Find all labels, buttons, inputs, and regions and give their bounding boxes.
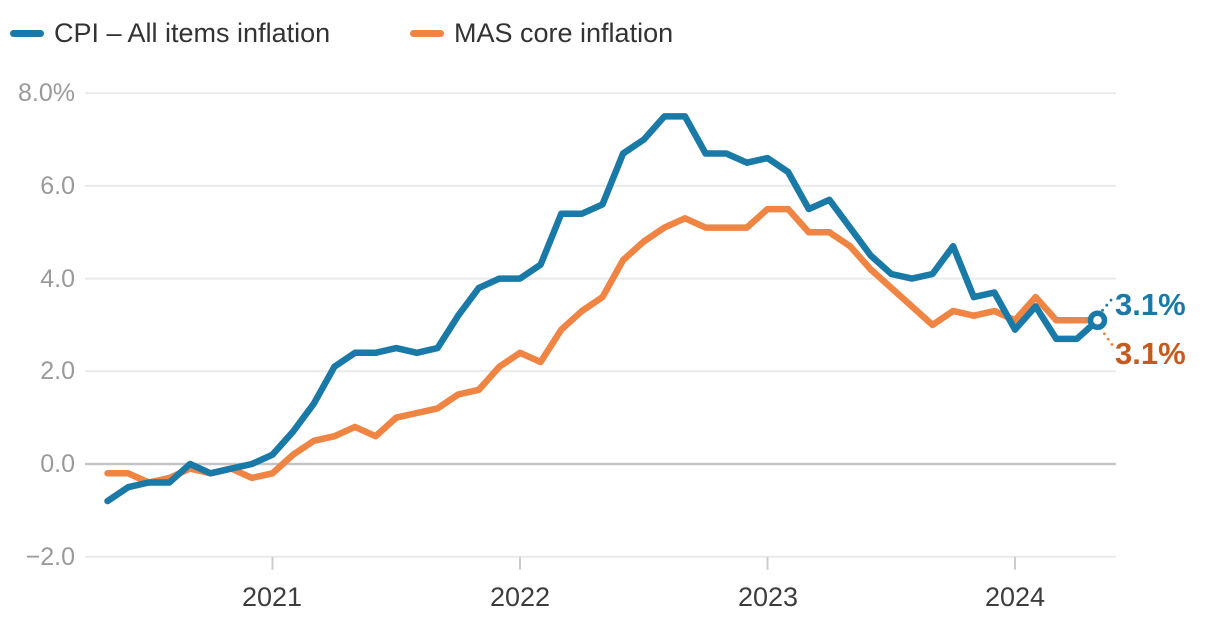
legend-item-core: MAS core inflation <box>410 16 673 50</box>
y-axis-tick-label: −2.0 <box>25 543 75 571</box>
x-axis-tick-label: 2022 <box>489 582 551 612</box>
x-axis-tick-label: 2024 <box>984 582 1046 612</box>
core-end-value-label: 3.1% <box>1115 336 1186 371</box>
y-axis-tick-label: 8.0% <box>18 79 75 107</box>
cpi-legend-label: CPI – All items inflation <box>54 17 331 48</box>
x-axis-tick-label: 2023 <box>737 582 799 612</box>
core-label-leader <box>1099 326 1114 347</box>
y-axis-tick-label: 0.0 <box>40 450 75 478</box>
cpi-label-leader <box>1101 296 1114 312</box>
legend-item-cpi: CPI – All items inflation <box>10 16 330 50</box>
cpi-legend-swatch <box>10 29 44 37</box>
end-point-marker <box>1087 310 1108 331</box>
core-line <box>104 205 1101 486</box>
x-axis-tick-label: 2021 <box>241 582 303 612</box>
y-axis-tick-label: 6.0 <box>40 172 75 200</box>
cpi-end-value-label: 3.1% <box>1115 287 1186 322</box>
cpi-line <box>104 113 1101 505</box>
y-axis-tick-label: 4.0 <box>40 265 75 293</box>
y-axis-tick-label: 2.0 <box>40 357 75 385</box>
core-legend-label: MAS core inflation <box>454 17 674 48</box>
core-legend-swatch <box>410 29 444 37</box>
